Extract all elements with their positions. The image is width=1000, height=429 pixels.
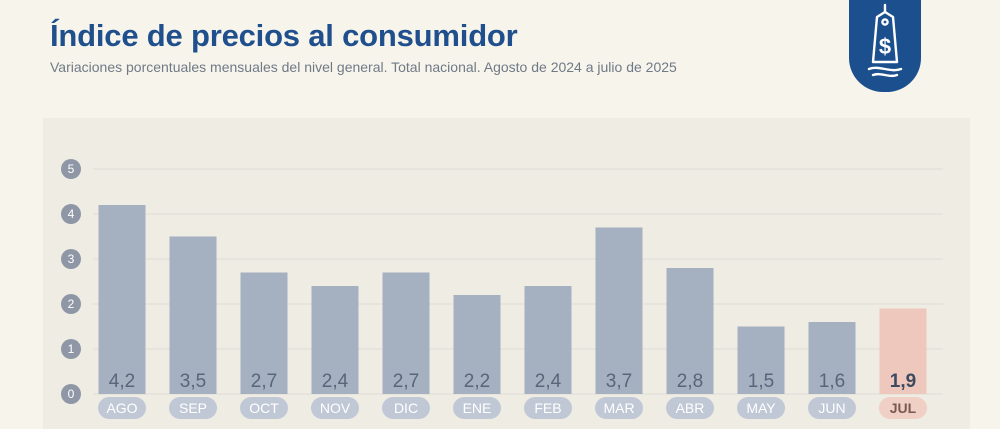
bar-value-label: 2,4 (322, 371, 349, 392)
y-tick-label: 3 (68, 252, 75, 266)
svg-text:$: $ (879, 34, 891, 59)
category-label: NOV (320, 400, 351, 416)
category-pill (595, 397, 643, 419)
bar-value-label: 3,7 (606, 371, 632, 392)
y-tick-marker (61, 159, 81, 179)
bar-nov (311, 286, 359, 394)
category-pill (453, 397, 501, 419)
y-tick-label: 2 (68, 297, 75, 311)
bar-value-label: 2,2 (464, 371, 490, 392)
category-label: JUL (890, 400, 917, 416)
bar-value-label: 4,2 (109, 371, 135, 392)
category-label: FEB (534, 400, 561, 416)
category-pill (311, 397, 359, 419)
bar-feb (524, 286, 572, 394)
bar-value-label: 3,5 (180, 371, 206, 392)
header: Índice de precios al consumidor Variacio… (50, 18, 677, 75)
y-tick-label: 4 (68, 207, 75, 221)
y-tick-label: 0 (68, 387, 75, 401)
category-pill (879, 397, 927, 419)
category-label: SEP (179, 400, 207, 416)
bar-value-label: 2,7 (251, 371, 277, 392)
bar-value-label: 2,7 (393, 371, 419, 392)
bar-may (737, 326, 785, 394)
category-pill (98, 397, 146, 419)
price-tag-dollar-icon: $ (867, 3, 903, 78)
bar-value-label: 1,9 (890, 371, 916, 392)
category-label: ENE (463, 400, 492, 416)
bar-mar (595, 227, 643, 394)
bar-abr (666, 268, 714, 394)
bar-ene (453, 295, 501, 394)
category-pill (169, 397, 217, 419)
category-pill (240, 397, 288, 419)
bar-oct (240, 272, 288, 394)
bar-value-label: 2,8 (677, 371, 703, 392)
chart-panel: 0 1 2 3 4 5 4,2 AGO 3,5 SEP 2,7 OCT 2,4 NOV 2,7 DIC 2,2 E… (43, 118, 970, 429)
y-tick-marker (61, 294, 81, 314)
y-tick-marker (61, 204, 81, 224)
y-tick-marker (61, 384, 81, 404)
category-pill (382, 397, 430, 419)
bar-value-label: 1,5 (748, 371, 774, 392)
category-label: AGO (106, 400, 137, 416)
bar-ago (98, 205, 146, 394)
y-tick-marker (61, 249, 81, 269)
category-label: JUN (818, 400, 845, 416)
category-label: MAR (603, 400, 634, 416)
brand-badge: $ (849, 0, 921, 92)
bar-dic (382, 272, 430, 394)
category-pill (808, 397, 856, 419)
y-tick-marker (61, 339, 81, 359)
page-title: Índice de precios al consumidor (50, 18, 518, 53)
bar-value-label: 1,6 (819, 371, 845, 392)
y-tick-label: 1 (68, 342, 75, 356)
y-tick-label: 5 (68, 162, 75, 176)
category-pill (524, 397, 572, 419)
category-label: ABR (676, 400, 705, 416)
category-pill (737, 397, 785, 419)
category-pill (666, 397, 714, 419)
category-label: OCT (249, 400, 279, 416)
bar-jun (808, 322, 856, 394)
page-subtitle: Variaciones porcentuales mensuales del n… (50, 59, 677, 75)
bar-chart: 0 1 2 3 4 5 4,2 AGO 3,5 SEP 2,7 OCT 2,4 NOV 2,7 DIC 2,2 E… (61, 159, 943, 419)
category-label: MAY (746, 400, 776, 416)
category-label: DIC (394, 400, 418, 416)
bar-value-label: 2,4 (535, 371, 562, 392)
bar-sep (169, 236, 217, 394)
bar-jul (879, 308, 927, 394)
